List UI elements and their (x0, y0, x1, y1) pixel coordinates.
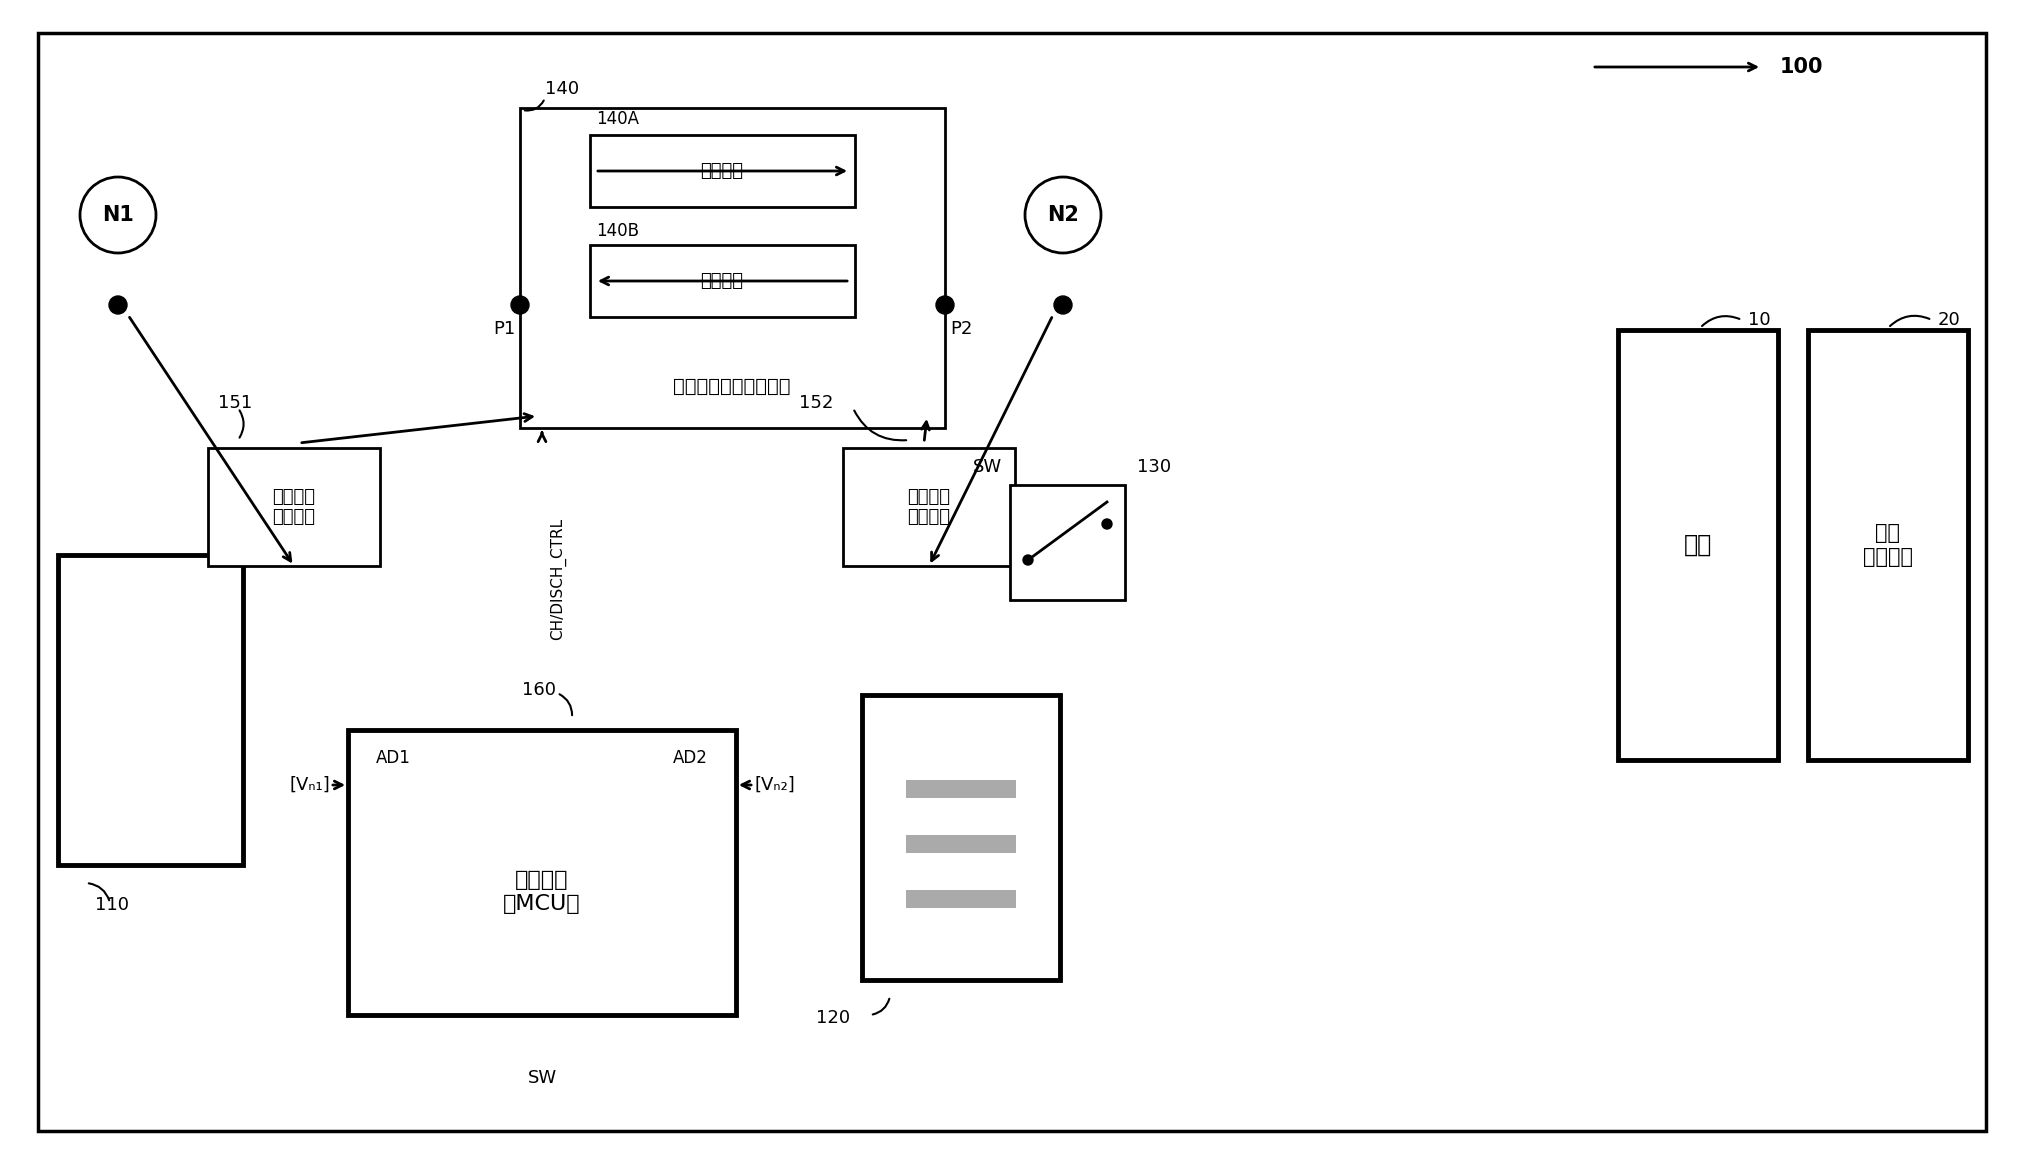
Text: 140A: 140A (596, 110, 639, 128)
Text: CH/DISCH_CTRL: CH/DISCH_CTRL (550, 518, 566, 640)
Text: 放电通道: 放电通道 (701, 162, 744, 180)
Text: AD1: AD1 (376, 749, 410, 768)
Text: 外部
充电电源: 外部 充电电源 (1863, 523, 1914, 566)
Circle shape (109, 297, 127, 314)
Circle shape (936, 297, 954, 314)
Text: 120: 120 (816, 1009, 851, 1027)
Text: 主控单元
（MCU）: 主控单元 （MCU） (503, 870, 580, 914)
Text: 140B: 140B (596, 222, 639, 240)
Text: [Vₙ₁]: [Vₙ₁] (289, 776, 329, 794)
Text: 第二电压
感测单元: 第二电压 感测单元 (907, 487, 950, 527)
Text: 20: 20 (1938, 311, 1960, 329)
Text: 152: 152 (798, 394, 833, 412)
Text: N2: N2 (1047, 205, 1079, 224)
Bar (348, 730, 736, 1015)
Text: 140: 140 (546, 80, 580, 98)
Text: 双向电压升降变换单元: 双向电压升降变换单元 (673, 377, 790, 395)
Circle shape (1023, 555, 1033, 565)
Bar (863, 695, 1059, 980)
Bar (519, 108, 946, 428)
Circle shape (1055, 297, 1071, 314)
Circle shape (1101, 519, 1112, 529)
Bar (843, 448, 1015, 566)
Text: P2: P2 (950, 320, 972, 338)
Circle shape (81, 177, 156, 254)
Bar (590, 245, 855, 317)
Bar (59, 555, 243, 865)
Text: 负载: 负载 (1683, 533, 1712, 557)
Bar (1010, 485, 1126, 600)
Text: N1: N1 (103, 205, 133, 224)
Text: 10: 10 (1748, 311, 1770, 329)
Text: SW: SW (527, 1069, 556, 1087)
Bar (590, 135, 855, 207)
Text: P1: P1 (493, 320, 515, 338)
Text: 110: 110 (95, 896, 129, 914)
Text: 151: 151 (218, 394, 253, 412)
Text: [Vₙ₂]: [Vₙ₂] (754, 776, 794, 794)
Text: 130: 130 (1138, 458, 1170, 476)
Text: 160: 160 (521, 682, 556, 699)
Bar (1809, 330, 1968, 759)
Text: 充电通道: 充电通道 (701, 272, 744, 290)
Text: 100: 100 (1781, 57, 1823, 77)
Bar (1619, 330, 1778, 759)
Circle shape (511, 297, 530, 314)
Text: SW: SW (972, 458, 1002, 476)
Text: 第一电压
感测单元: 第一电压 感测单元 (273, 487, 315, 527)
Bar (208, 448, 380, 566)
Text: AD2: AD2 (673, 749, 707, 768)
Circle shape (1025, 177, 1101, 254)
